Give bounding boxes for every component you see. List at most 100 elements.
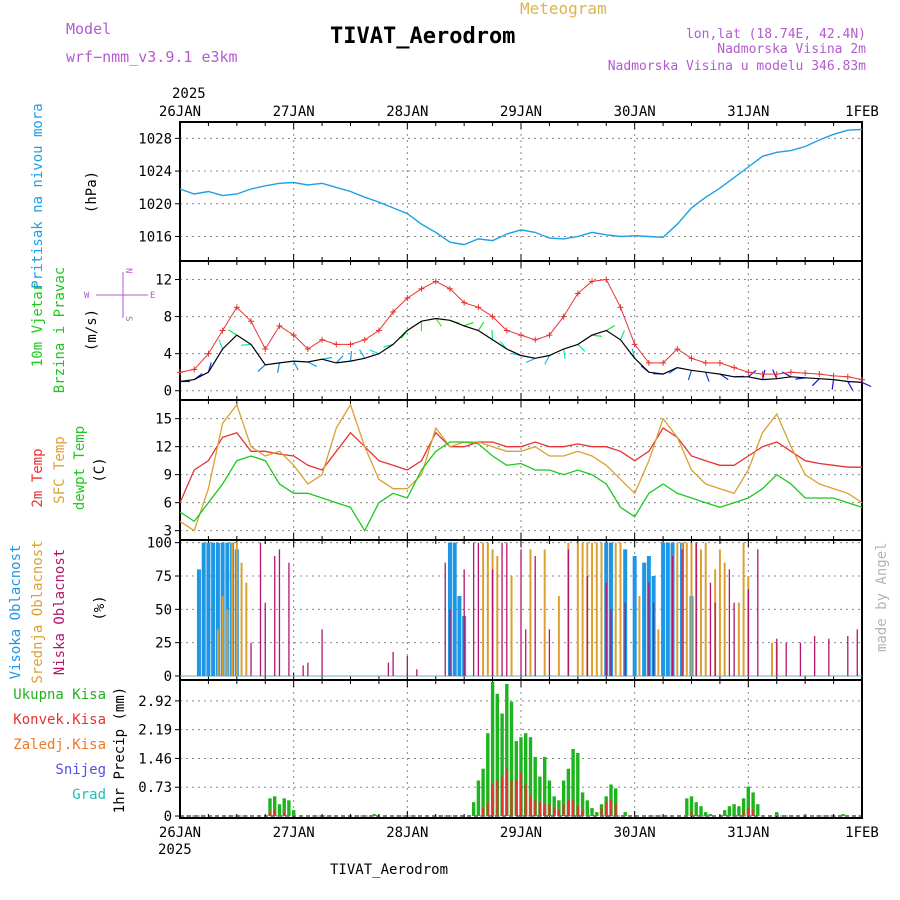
precip-unit: 1hr Precip (mm) (112, 687, 128, 813)
conv-precip-bar (538, 802, 541, 816)
total-precip-bar (585, 800, 589, 817)
wind-direction-arrow (831, 379, 835, 390)
top-date-label: 29JAN (500, 104, 542, 120)
total-precip-bar (741, 798, 746, 816)
total-precip-bar (623, 812, 627, 816)
wind-direction-arrow (761, 369, 766, 380)
temp-ytick-label: 12 (155, 440, 172, 456)
pressure-ytick-label: 1016 (138, 229, 172, 245)
compass-n: N (123, 268, 133, 273)
total-precip-bar (614, 788, 618, 816)
conv-precip-bar (690, 812, 693, 816)
wind-panel: 0 4 8 12 (155, 260, 872, 401)
precip-ytick-label: 2.19 (138, 723, 172, 739)
wind-direction-arrow (747, 369, 757, 378)
wind-direction-arrow (705, 372, 710, 382)
wind-direction-arrow (861, 381, 872, 388)
bottom-date-label: 30JAN (614, 825, 656, 841)
wind-direction-arrow (631, 348, 636, 359)
wind-unit: (m/s) (84, 309, 100, 351)
cloud-ytick-label: 50 (155, 602, 172, 618)
high-cloud-title: Visoka Oblacnost (8, 545, 24, 680)
conv-precip-bar (524, 784, 527, 816)
wind-direction-arrow (847, 381, 854, 391)
total-precip-bar (557, 800, 561, 817)
conv-precip-bar (482, 808, 485, 816)
conv-precip-bar (614, 804, 617, 816)
bottom-date-label: 27JAN (273, 825, 315, 841)
wind-direction-arrow (241, 343, 252, 346)
low-cloud-title: Niska Oblacnost (52, 549, 68, 675)
total-precip-bar (476, 780, 481, 816)
conv-precip-bar (268, 812, 272, 816)
wind-direction-arrow (605, 324, 616, 332)
wind-direction-arrow (619, 330, 625, 341)
total-precip-bar (538, 776, 542, 816)
total-precip-bar (580, 792, 585, 817)
wind-direction-arrow (349, 351, 353, 362)
precip-frame (179, 679, 863, 819)
wind-direction-arrow (563, 348, 566, 359)
top-date-label: 28JAN (386, 104, 428, 120)
total-precip-bar (372, 814, 376, 817)
wind-direction-arrow (307, 361, 318, 368)
total-precip-bar (524, 733, 528, 816)
sfctemp-title: SFC Temp (52, 436, 68, 503)
wind-direction-arrow (435, 318, 443, 327)
wind-direction-arrow (369, 349, 380, 355)
temp-ytick-label: 3 (164, 524, 172, 540)
bottom-date-label: 29JAN (500, 825, 542, 841)
compass-s: S (123, 316, 133, 321)
conv-precip-bar (515, 780, 518, 816)
model-label: Model (66, 20, 111, 38)
wind-direction-arrow (477, 321, 485, 331)
top-date-label: 30JAN (614, 104, 656, 120)
compass-e: E (150, 291, 155, 301)
total-precip-bar (471, 802, 476, 816)
top-date-label: 1FEB (845, 104, 879, 120)
watermark: made by Angel (874, 542, 890, 652)
wind-direction-arrow (218, 339, 224, 350)
total-precip-bar (552, 796, 556, 816)
total-precip-bar (694, 802, 698, 816)
model-value: wrf−nmm_v3.9.1 e3km (66, 48, 238, 66)
pressure-unit: (hPa) (84, 171, 100, 213)
total-precip-bar (505, 683, 509, 816)
temp2m-line (179, 427, 862, 503)
legend-hail: Grad (72, 787, 106, 803)
total-precip-bar (775, 812, 779, 816)
conv-precip-bar (486, 802, 489, 816)
conv-precip-bar (557, 810, 560, 816)
total-precip-bar (543, 756, 547, 816)
station-elevation: Nadmorska Visina 2m (717, 42, 866, 57)
temp-unit: (C) (92, 457, 108, 482)
bottom-date-label: 31JAN (727, 825, 769, 841)
wind-direction-arrow (277, 362, 281, 373)
conv-precip-bar (605, 802, 608, 816)
total-precip-bar (708, 814, 713, 817)
total-precip-bar (576, 752, 580, 816)
wind-direction-arrow (228, 329, 238, 336)
legend-snow: Snijeg (55, 762, 106, 778)
wind-direction-arrow (257, 364, 266, 372)
precip-ytick-label: 1.46 (138, 751, 172, 767)
cloud-ytick-label: 100 (147, 536, 172, 552)
top-date-label: 31JAN (727, 104, 769, 120)
wind-direction-arrow (463, 321, 474, 327)
total-precip-bar (756, 804, 760, 816)
total-precip-bar (609, 784, 613, 816)
total-precip-bar (547, 780, 552, 816)
wind-direction-arrow (335, 355, 344, 364)
pressure-ytick-label: 1020 (138, 197, 172, 213)
bottom-date-label: 1FEB (845, 825, 879, 841)
temp-ytick-label: 15 (155, 412, 172, 428)
legend-total-rain: Ukupna Kisa (13, 687, 106, 703)
cloud-panel: 0 25 50 75 100 (147, 536, 863, 685)
conv-precip-bar (505, 768, 508, 816)
precip-ytick-label: 0 (164, 809, 172, 825)
cloud-ytick-label: 25 (155, 636, 172, 652)
pressure-panel: 1016 1020 1024 1028 (138, 121, 863, 262)
wind-ytick-label: 8 (164, 310, 172, 326)
precip-ytick-label: 0.73 (138, 780, 172, 796)
total-precip-bar (273, 796, 277, 816)
